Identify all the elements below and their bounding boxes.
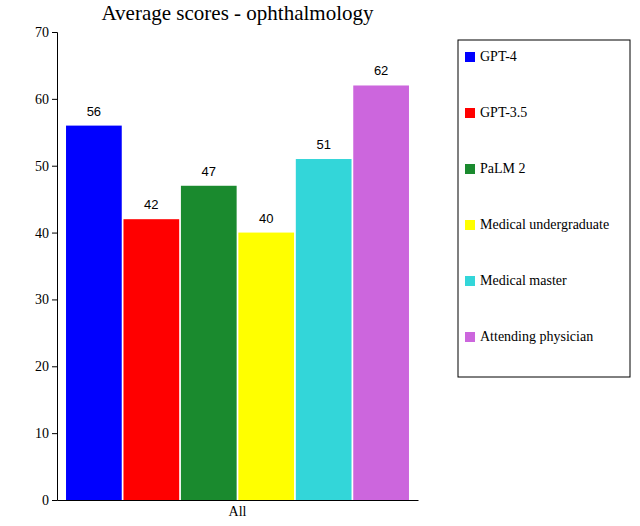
legend-label: Medical master bbox=[480, 273, 567, 288]
legend-swatch bbox=[465, 220, 475, 230]
tick: 0 bbox=[42, 493, 57, 508]
legend-swatch bbox=[465, 164, 475, 174]
x-axis: All bbox=[58, 500, 419, 519]
y-axis: 0 10 20 30 40 50 60 70 bbox=[35, 25, 58, 508]
data-label: 56 bbox=[87, 104, 101, 119]
axis-line bbox=[58, 500, 419, 501]
legend-swatch bbox=[465, 276, 475, 286]
data-label: 42 bbox=[144, 197, 158, 212]
tick-mark bbox=[52, 166, 57, 167]
legend-label: GPT-3.5 bbox=[480, 105, 527, 120]
tick-label: 40 bbox=[35, 226, 49, 241]
tick: 70 bbox=[35, 25, 57, 40]
tick-label: All bbox=[229, 504, 247, 519]
tick-label: 30 bbox=[35, 292, 49, 307]
legend-frame bbox=[458, 40, 630, 377]
tick-mark bbox=[52, 233, 57, 234]
legend-swatch bbox=[465, 332, 475, 342]
tick-mark bbox=[52, 32, 57, 33]
legend-label: Attending physician bbox=[480, 329, 593, 344]
bar bbox=[66, 126, 122, 500]
data-label: 51 bbox=[316, 137, 330, 152]
bar bbox=[123, 219, 179, 500]
bar bbox=[353, 85, 409, 500]
bar bbox=[181, 186, 237, 500]
tick-mark bbox=[52, 366, 57, 367]
tick-mark bbox=[52, 433, 57, 434]
legend-label: PaLM 2 bbox=[480, 161, 526, 176]
tick-label: 60 bbox=[35, 92, 49, 107]
tick: All bbox=[229, 500, 247, 519]
tick-label: 50 bbox=[35, 159, 49, 174]
legend-label: Medical undergraduate bbox=[480, 217, 609, 232]
tick-label: 20 bbox=[35, 359, 49, 374]
data-label: 47 bbox=[202, 164, 216, 179]
legend-swatch bbox=[465, 52, 475, 62]
tick-label: 0 bbox=[42, 493, 49, 508]
tick: 60 bbox=[35, 92, 57, 107]
tick-mark bbox=[52, 500, 57, 501]
data-label: 62 bbox=[374, 63, 388, 78]
title: Average scores - ophthalmology bbox=[102, 1, 374, 25]
legend-label: GPT-4 bbox=[480, 49, 517, 64]
legend: GPT-4 GPT-3.5 PaLM 2 Medical undergraduate M… bbox=[458, 40, 630, 377]
bar bbox=[238, 233, 294, 500]
chart: 56 42 47 40 51 62 0 10 20 30 40 50 60 70 All Average sc… bbox=[0, 0, 640, 526]
axis-line bbox=[52, 33, 58, 501]
tick-mark bbox=[52, 99, 57, 100]
data-labels: 56 42 47 40 51 62 bbox=[87, 63, 389, 225]
legend-swatch bbox=[465, 108, 475, 118]
data-label: 40 bbox=[259, 211, 273, 226]
tick: 20 bbox=[35, 359, 57, 374]
tick-label: 10 bbox=[35, 426, 49, 441]
bars bbox=[66, 85, 409, 500]
tick: 50 bbox=[35, 159, 57, 174]
tick-label: 70 bbox=[35, 25, 49, 40]
tick: 40 bbox=[35, 226, 57, 241]
tick: 30 bbox=[35, 292, 57, 307]
tick-mark bbox=[52, 299, 57, 300]
bar bbox=[296, 159, 352, 500]
tick: 10 bbox=[35, 426, 57, 441]
